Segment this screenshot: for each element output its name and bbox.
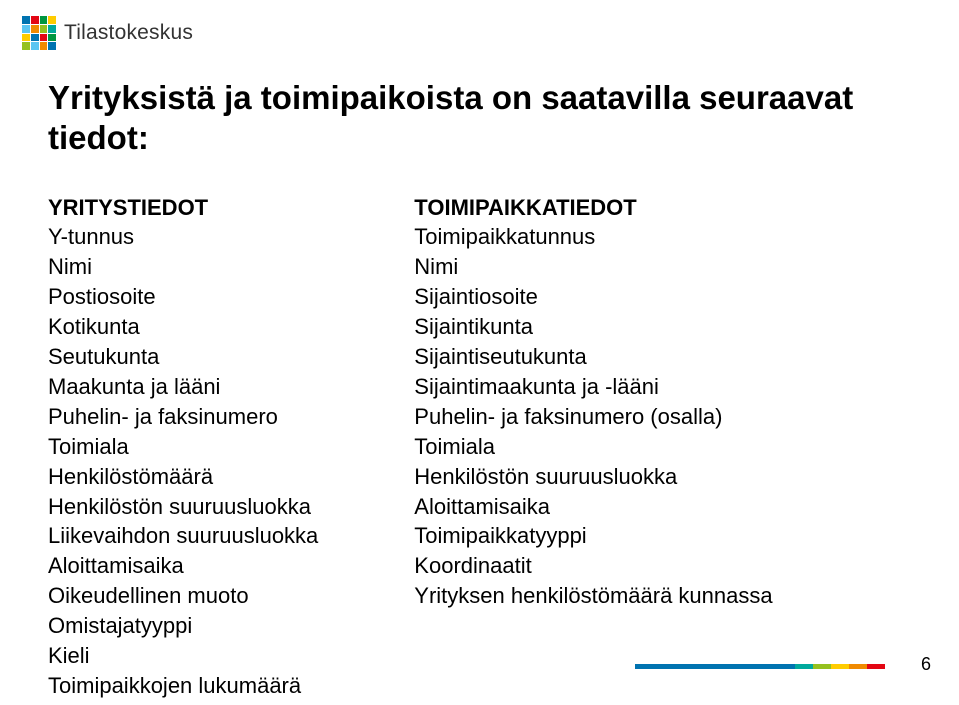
logo-cell bbox=[40, 25, 48, 33]
logo-cell bbox=[40, 42, 48, 50]
list-item: Omistajatyyppi bbox=[48, 611, 318, 641]
list-item: Maakunta ja lääni bbox=[48, 372, 318, 402]
list-item: Toimiala bbox=[48, 432, 318, 462]
columns: YRITYSTIEDOT Y-tunnusNimiPostiosoiteKoti… bbox=[48, 193, 911, 705]
list-item: Seutukunta bbox=[48, 342, 318, 372]
list-item: Sijaintimaakunta ja -lääni bbox=[414, 372, 772, 402]
column-left-items: Y-tunnusNimiPostiosoiteKotikuntaSeutukun… bbox=[48, 222, 318, 705]
list-item: Toimipaikkatunnus bbox=[414, 222, 772, 252]
column-right-heading: TOIMIPAIKKATIEDOT bbox=[414, 193, 772, 223]
column-left-heading: YRITYSTIEDOT bbox=[48, 193, 318, 223]
list-item: Kotikunta bbox=[48, 312, 318, 342]
footer-bar-segment bbox=[813, 664, 831, 669]
content-region: Yrityksistä ja toimipaikoista on saatavi… bbox=[48, 78, 911, 705]
brand-name: Tilastokeskus bbox=[64, 21, 193, 45]
list-item: Aloittamisaika bbox=[48, 551, 318, 581]
logo-cell bbox=[40, 34, 48, 42]
list-item: Henkilöstön suuruusluokka bbox=[414, 462, 772, 492]
list-item: Postiosoite bbox=[48, 282, 318, 312]
logo-cell bbox=[31, 16, 39, 24]
list-item: Toimipaikkatyyppi bbox=[414, 521, 772, 551]
logo-icon bbox=[22, 16, 56, 50]
logo-cell bbox=[48, 42, 56, 50]
logo-cell bbox=[22, 34, 30, 42]
list-item: Puhelin- ja faksinumero (osalla) bbox=[414, 402, 772, 432]
list-item: Henkilöstön suuruusluokka bbox=[48, 492, 318, 522]
list-item: Aloittamisaika bbox=[414, 492, 772, 522]
footer-bar bbox=[635, 664, 885, 669]
logo-cell bbox=[40, 16, 48, 24]
logo-cell bbox=[22, 42, 30, 50]
list-item: Liikevaihdon suuruusluokka bbox=[48, 521, 318, 551]
list-item: Sijaintiosoite bbox=[414, 282, 772, 312]
logo-cell bbox=[48, 34, 56, 42]
column-left: YRITYSTIEDOT Y-tunnusNimiPostiosoiteKoti… bbox=[48, 193, 318, 705]
list-item: Oikeudellinen muoto bbox=[48, 581, 318, 611]
page-number: 6 bbox=[921, 654, 931, 675]
logo-cell bbox=[48, 16, 56, 24]
column-right: TOIMIPAIKKATIEDOT ToimipaikkatunnusNimiS… bbox=[414, 193, 772, 705]
brand-header: Tilastokeskus bbox=[22, 16, 193, 50]
logo-cell bbox=[31, 25, 39, 33]
list-item: Y-tunnus bbox=[48, 222, 318, 252]
logo-cell bbox=[22, 16, 30, 24]
footer: 6 bbox=[0, 665, 959, 685]
logo-cell bbox=[48, 25, 56, 33]
footer-bar-segment bbox=[635, 664, 795, 669]
list-item: Yrityksen henkilöstömäärä kunnassa bbox=[414, 581, 772, 611]
list-item: Koordinaatit bbox=[414, 551, 772, 581]
list-item: Nimi bbox=[414, 252, 772, 282]
slide: { "brand": { "name": "Tilastokeskus", "l… bbox=[0, 0, 959, 705]
slide-title: Yrityksistä ja toimipaikoista on saatavi… bbox=[48, 78, 911, 159]
column-right-items: ToimipaikkatunnusNimiSijaintiosoiteSijai… bbox=[414, 222, 772, 611]
list-item: Sijaintiseutukunta bbox=[414, 342, 772, 372]
list-item: Henkilöstömäärä bbox=[48, 462, 318, 492]
logo-cell bbox=[31, 34, 39, 42]
list-item: Toimiala bbox=[414, 432, 772, 462]
footer-bar-segment bbox=[795, 664, 813, 669]
footer-bar-segment bbox=[867, 664, 885, 669]
logo-cell bbox=[31, 42, 39, 50]
logo-cell bbox=[22, 25, 30, 33]
list-item: Puhelin- ja faksinumero bbox=[48, 402, 318, 432]
footer-bar-segment bbox=[849, 664, 867, 669]
footer-bar-segment bbox=[831, 664, 849, 669]
list-item: Sijaintikunta bbox=[414, 312, 772, 342]
list-item: Tuoja/viejä -tieto bbox=[48, 701, 318, 705]
list-item: Nimi bbox=[48, 252, 318, 282]
